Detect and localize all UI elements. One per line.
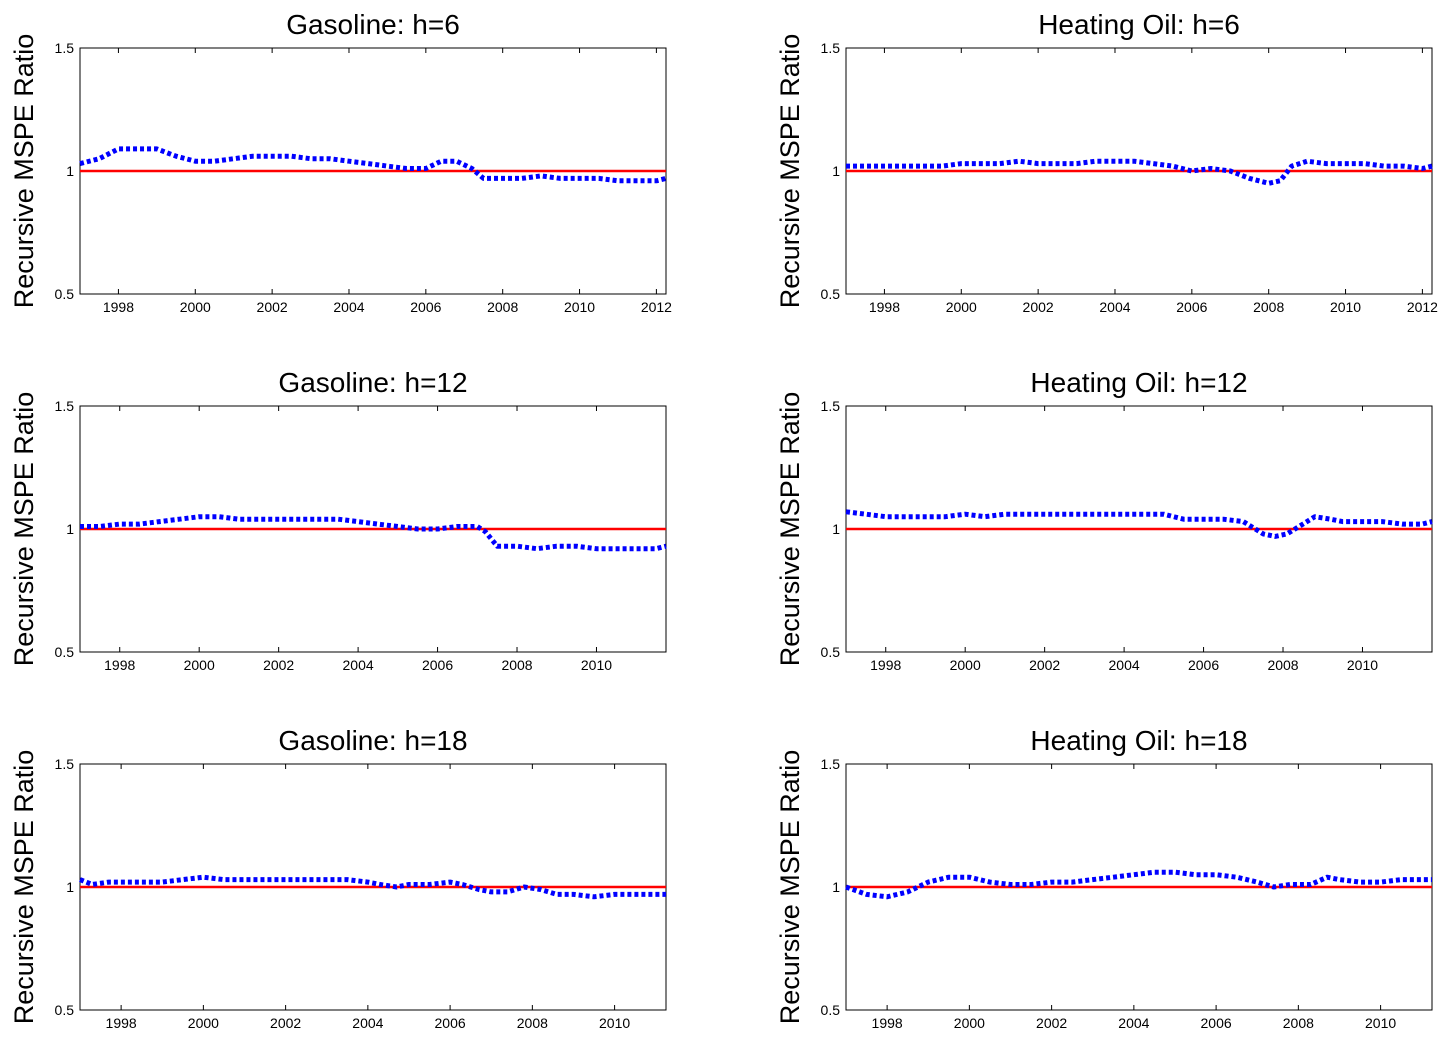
y-axis-label: Recursive MSPE Ratio [775, 392, 805, 667]
series-line [845, 869, 1432, 900]
panel-4: Heating Oil: h=12 Recursive MSPE Ratio 199… [775, 367, 1433, 673]
x-tick-label: 2006 [422, 657, 453, 673]
x-tick-label: 1998 [103, 299, 134, 315]
panel-6: Heating Oil: h=18 Recursive MSPE Ratio 199… [775, 725, 1433, 1031]
y-axis-label: Recursive MSPE Ratio [9, 750, 39, 1025]
y-tick-label: 0.5 [55, 286, 75, 302]
x-tick-label: 2010 [1330, 299, 1361, 315]
y-axis-label: Recursive MSPE Ratio [9, 34, 39, 309]
x-tick-label: 2004 [1109, 657, 1140, 673]
y-tick-label: 0.5 [821, 286, 841, 302]
x-tick-label: 2004 [1118, 1015, 1149, 1031]
panel-title: Gasoline: h=6 [286, 9, 460, 40]
panel-2: Heating Oil: h=6 Recursive MSPE Ratio 1998… [775, 9, 1438, 315]
x-tick-label: 1998 [872, 1015, 903, 1031]
y-tick-label: 0.5 [821, 644, 841, 660]
y-tick-label: 0.5 [821, 1002, 841, 1018]
x-tick-label: 2010 [1347, 657, 1378, 673]
x-tick-label: 2000 [954, 1015, 985, 1031]
x-tick-label: 2008 [487, 299, 518, 315]
panel-1: Gasoline: h=6 Recursive MSPE Ratio 1998 200… [9, 9, 672, 315]
x-tick-label: 2010 [581, 657, 612, 673]
x-tick-label: 2010 [1365, 1015, 1396, 1031]
y-axis-label: Recursive MSPE Ratio [775, 34, 805, 309]
x-tick-label: 2004 [333, 299, 364, 315]
series-line [80, 514, 667, 552]
panel-title: Gasoline: h=18 [278, 725, 467, 756]
y-tick-label: 1 [66, 163, 74, 179]
x-tick-label: 2006 [410, 299, 441, 315]
panel-title: Heating Oil: h=6 [1038, 9, 1240, 40]
x-tick-label: 2002 [1036, 1015, 1067, 1031]
x-tick-label: 1998 [104, 657, 135, 673]
x-tick-label: 2002 [257, 299, 288, 315]
y-axis-label: Recursive MSPE Ratio [775, 750, 805, 1025]
series-line [79, 146, 667, 184]
x-tick-label: 2000 [188, 1015, 219, 1031]
y-tick-label: 1.5 [821, 398, 841, 414]
y-tick-label: 1.5 [821, 756, 841, 772]
panel-title: Gasoline: h=12 [278, 367, 467, 398]
x-tick-label: 2000 [180, 299, 211, 315]
y-tick-label: 1.5 [55, 40, 75, 56]
series-line [845, 509, 1433, 539]
x-tick-label: 2004 [352, 1015, 383, 1031]
x-tick-label: 2002 [263, 657, 294, 673]
x-tick-label: 2008 [1267, 657, 1298, 673]
x-tick-label: 2006 [1201, 1015, 1232, 1031]
y-tick-label: 1.5 [55, 756, 75, 772]
x-tick-label: 2000 [950, 657, 981, 673]
panel-title: Heating Oil: h=18 [1030, 725, 1247, 756]
y-tick-label: 1.5 [821, 40, 841, 56]
panel-3: Gasoline: h=12 Recursive MSPE Ratio 1998 20… [9, 367, 667, 673]
y-tick-label: 1.5 [55, 398, 75, 414]
y-tick-label: 0.5 [55, 1002, 75, 1018]
x-tick-label: 2006 [1188, 657, 1219, 673]
x-tick-label: 2012 [1407, 299, 1438, 315]
x-tick-label: 2008 [1253, 299, 1284, 315]
x-tick-label: 1998 [870, 657, 901, 673]
x-tick-label: 2012 [641, 299, 672, 315]
series-line [846, 158, 1433, 186]
y-tick-label: 1 [66, 879, 74, 895]
x-tick-label: 2002 [1029, 657, 1060, 673]
y-axis-label: Recursive MSPE Ratio [9, 392, 39, 667]
x-tick-label: 2010 [564, 299, 595, 315]
y-tick-label: 1 [832, 879, 840, 895]
x-tick-label: 2000 [946, 299, 977, 315]
y-tick-label: 1 [832, 521, 840, 537]
x-tick-label: 2004 [1099, 299, 1130, 315]
x-tick-label: 1998 [106, 1015, 137, 1031]
y-tick-label: 0.5 [55, 644, 75, 660]
series-line [79, 874, 666, 900]
x-tick-label: 2006 [1176, 299, 1207, 315]
x-tick-label: 2008 [501, 657, 532, 673]
x-tick-label: 1998 [869, 299, 900, 315]
x-tick-label: 2008 [1283, 1015, 1314, 1031]
panel-5: Gasoline: h=18 Recursive MSPE Ratio 1998 20… [9, 725, 667, 1031]
x-tick-label: 2010 [599, 1015, 630, 1031]
panel-title: Heating Oil: h=12 [1030, 367, 1247, 398]
x-tick-label: 2002 [270, 1015, 301, 1031]
x-tick-label: 2006 [435, 1015, 466, 1031]
x-tick-label: 2000 [184, 657, 215, 673]
y-tick-label: 1 [66, 521, 74, 537]
x-tick-label: 2008 [517, 1015, 548, 1031]
x-tick-label: 2004 [343, 657, 374, 673]
y-tick-label: 1 [832, 163, 840, 179]
x-tick-label: 2002 [1023, 299, 1054, 315]
